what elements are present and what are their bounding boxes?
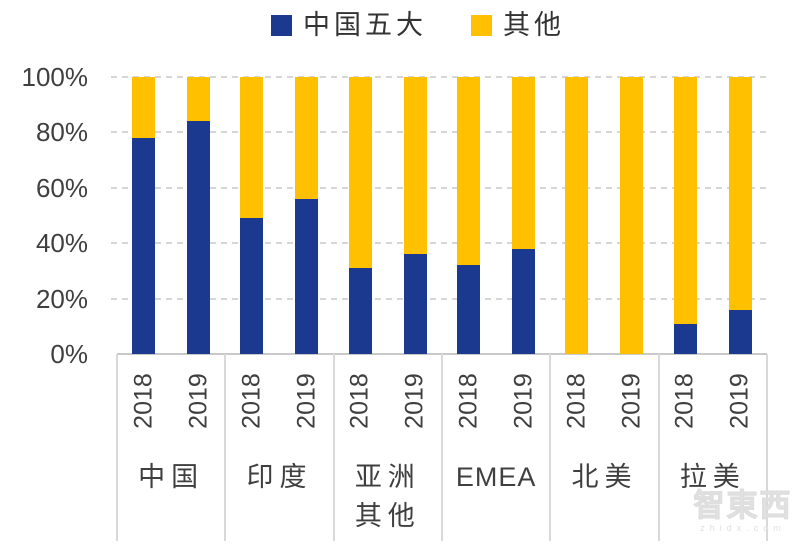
y-axis-tick-label: 60% <box>35 172 88 203</box>
y-axis-tick-label: 80% <box>35 117 88 148</box>
bar-segment-china-top5 <box>728 309 752 354</box>
x-axis-year-label: 2018 <box>562 373 591 429</box>
bar-segment-others <box>187 77 210 122</box>
x-axis-year-label: 2019 <box>400 373 429 429</box>
bar-segment-others <box>132 77 155 138</box>
bar-segment-others <box>403 77 427 255</box>
category-group-divider <box>116 354 118 541</box>
bar-segment-china-top5 <box>187 121 210 354</box>
bar-segment-others <box>457 77 480 266</box>
y-axis-tick-label: 100% <box>21 62 89 92</box>
x-axis-year-label: 2019 <box>184 373 212 429</box>
legend-item-others: 其他 <box>471 12 565 39</box>
category-group-divider <box>657 354 660 541</box>
y-axis-tick-label: 40% <box>35 228 88 259</box>
category-group-divider <box>332 354 335 541</box>
bar-segment-china-top5 <box>673 323 697 354</box>
bar-segment-others <box>348 77 372 269</box>
legend-swatch-blue-icon <box>271 15 292 36</box>
bar-segment-others <box>673 77 697 324</box>
gridline <box>111 131 767 134</box>
x-axis-year-label: 2019 <box>725 373 754 429</box>
x-axis-year-label: 2019 <box>292 373 321 429</box>
gridline <box>111 242 767 245</box>
x-axis-year-label: 2018 <box>454 373 482 429</box>
bar-segment-others <box>512 77 535 249</box>
x-axis-group-label: 北美 <box>571 462 638 492</box>
category-group-divider <box>224 354 227 541</box>
legend-label-china-top5: 中国五大 <box>303 10 427 40</box>
legend-item-china-top5: 中国五大 <box>271 12 427 39</box>
bar-segment-others <box>728 77 752 310</box>
x-axis-group-label: EMEA <box>455 462 537 492</box>
gridline <box>111 186 767 189</box>
category-group-divider <box>549 354 552 541</box>
bar-segment-china-top5 <box>403 254 427 354</box>
x-axis-year-label: 2019 <box>617 373 646 429</box>
bar-segment-others <box>240 77 264 219</box>
bar-segment-china-top5 <box>240 218 264 354</box>
bar-segment-china-top5 <box>295 198 319 354</box>
legend-swatch-gold-icon <box>471 15 492 36</box>
x-axis-year-label: 2018 <box>129 373 157 429</box>
x-axis-group-label: 中国 <box>138 462 205 492</box>
category-group-divider <box>766 354 768 541</box>
gridline <box>111 297 767 300</box>
x-axis-group-label: 亚洲 其他 <box>354 462 421 532</box>
bar-segment-others <box>620 77 644 354</box>
y-axis-tick-label: 0% <box>50 339 88 369</box>
bar-segment-others <box>295 77 319 199</box>
x-axis-year-label: 2019 <box>509 373 537 429</box>
bar-segment-china-top5 <box>132 137 155 354</box>
bar-segment-others <box>565 77 589 354</box>
legend-label-others: 其他 <box>503 10 565 40</box>
x-axis-year-label: 2018 <box>237 373 266 429</box>
y-axis-tick-label: 20% <box>35 283 88 314</box>
gridline <box>111 76 767 78</box>
chart-legend: 中国五大 其他 <box>271 12 565 39</box>
x-axis-year-label: 2018 <box>670 373 699 429</box>
category-group-divider <box>441 354 443 541</box>
x-axis-year-label: 2018 <box>345 373 374 429</box>
bar-segment-china-top5 <box>348 268 372 354</box>
bar-segment-china-top5 <box>457 265 480 354</box>
x-axis-group-label: 拉美 <box>679 462 746 492</box>
x-axis-group-label: 印度 <box>246 462 313 492</box>
bar-segment-china-top5 <box>512 248 535 354</box>
